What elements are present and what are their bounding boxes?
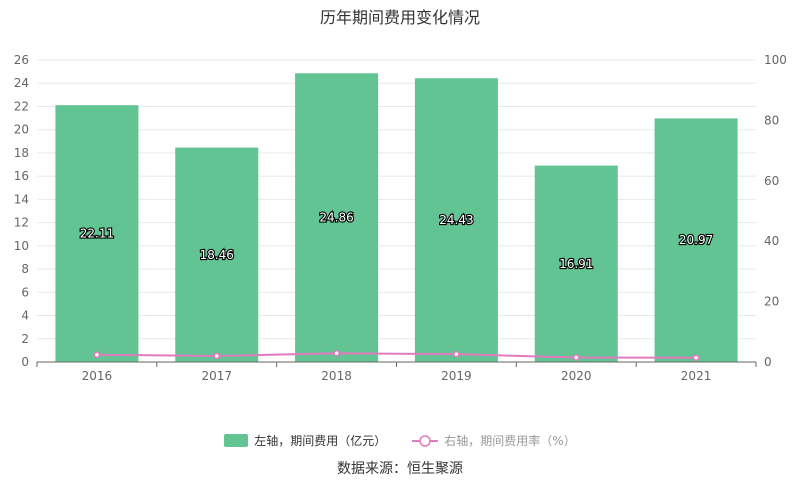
y-left-tick-label: 12 bbox=[14, 216, 29, 230]
x-tick-label: 2019 bbox=[441, 369, 472, 383]
y-left-tick-label: 2 bbox=[21, 332, 29, 346]
y-right-tick-label: 100 bbox=[764, 53, 787, 67]
y-left-tick-label: 0 bbox=[21, 355, 29, 369]
bar-2018[interactable] bbox=[295, 73, 379, 362]
bar-value-label: 22.11 bbox=[80, 227, 114, 241]
y-left-tick-label: 18 bbox=[14, 146, 29, 160]
y-left-tick-label: 16 bbox=[14, 169, 29, 183]
x-tick-label: 2018 bbox=[321, 369, 352, 383]
y-left-tick-label: 6 bbox=[21, 285, 29, 299]
y-left-tick-label: 24 bbox=[14, 76, 29, 90]
data-source: 数据来源：恒生聚源 bbox=[337, 461, 463, 477]
y-right-tick-label: 60 bbox=[764, 174, 779, 188]
legend-line-swatch bbox=[412, 434, 439, 447]
x-tick-label: 2021 bbox=[681, 369, 712, 383]
rate-point-2021[interactable] bbox=[692, 354, 700, 362]
bar-2021[interactable] bbox=[654, 118, 738, 362]
bar-2020[interactable] bbox=[534, 165, 618, 362]
x-tick-label: 2016 bbox=[82, 369, 113, 383]
bar-2017[interactable] bbox=[175, 147, 259, 362]
x-tick-label: 2020 bbox=[561, 369, 592, 383]
chart-title: 历年期间费用变化情况 bbox=[319, 8, 480, 27]
bar-value-label: 20.97 bbox=[679, 233, 713, 247]
legend: 左轴，期间费用（亿元） 右轴，期间费用率（%） bbox=[0, 432, 800, 449]
y-left-tick-label: 26 bbox=[14, 53, 29, 67]
y-right-tick-label: 40 bbox=[764, 234, 779, 248]
rate-point-2018[interactable] bbox=[333, 349, 340, 357]
y-left-tick-label: 22 bbox=[14, 99, 29, 113]
rate-line bbox=[96, 352, 697, 359]
legend-item-bar[interactable]: 左轴，期间费用（亿元） bbox=[224, 432, 386, 449]
y-right-tick-label: 0 bbox=[764, 355, 772, 369]
y-left-tick-label: 20 bbox=[14, 123, 29, 137]
x-tick-label: 2017 bbox=[201, 369, 232, 383]
y-right-tick-label: 20 bbox=[764, 295, 779, 309]
rate-point-2017[interactable] bbox=[213, 352, 220, 360]
bar-value-label: 24.43 bbox=[439, 213, 473, 227]
legend-bar-label: 左轴，期间费用（亿元） bbox=[254, 434, 387, 448]
rate-point-2019[interactable] bbox=[453, 350, 460, 358]
rate-point-2016[interactable] bbox=[93, 351, 101, 359]
bar-value-label: 18.46 bbox=[200, 248, 234, 262]
bar-value-label: 24.86 bbox=[319, 211, 353, 225]
y-left-tick-label: 8 bbox=[21, 262, 29, 276]
y-left-tick-label: 4 bbox=[21, 309, 29, 323]
y-right-tick-label: 80 bbox=[764, 113, 779, 127]
bar-2016[interactable] bbox=[55, 105, 139, 363]
legend-line-label: 右轴，期间费用率（%） bbox=[444, 434, 576, 448]
bar-2019[interactable] bbox=[414, 78, 498, 363]
y-left-tick-label: 10 bbox=[14, 239, 29, 253]
legend-item-line[interactable]: 右轴，期间费用率（%） bbox=[412, 432, 576, 449]
legend-bar-swatch bbox=[224, 434, 249, 447]
bar-value-label: 16.91 bbox=[559, 257, 593, 271]
y-left-tick-label: 14 bbox=[14, 192, 29, 206]
rate-point-2020[interactable] bbox=[573, 354, 580, 361]
